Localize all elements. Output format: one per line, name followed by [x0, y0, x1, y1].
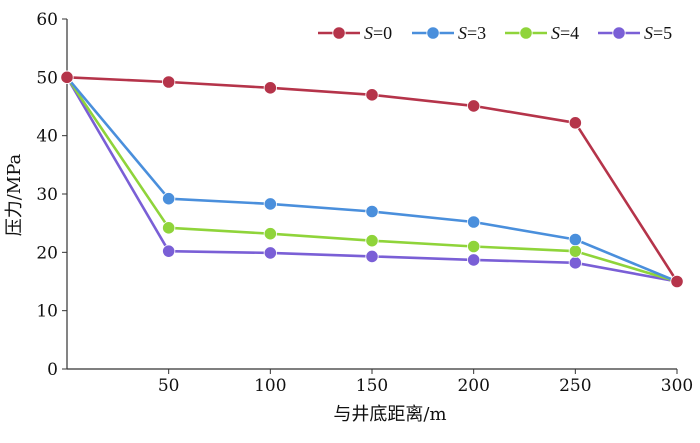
- data-point: [467, 239, 481, 254]
- legend-label: S=4: [551, 23, 579, 43]
- x-tick-label: 50: [158, 376, 180, 396]
- data-point: [568, 256, 582, 270]
- data-point: [60, 70, 74, 84]
- legend-label: S=0: [364, 23, 392, 43]
- data-point: [365, 249, 379, 264]
- x-axis-ticks: 50 100 150 200 250 300: [158, 369, 693, 396]
- data-point: [467, 253, 481, 267]
- x-tick-label: 300: [661, 376, 693, 396]
- legend-marker: [612, 26, 626, 40]
- x-tick-label: 200: [457, 376, 489, 396]
- legend-marker: [519, 26, 533, 40]
- axes: [66, 19, 677, 370]
- y-tick-label: 10: [36, 302, 58, 322]
- data-point: [365, 88, 379, 102]
- data-point: [263, 197, 277, 211]
- data-point: [263, 81, 277, 95]
- data-point: [162, 244, 176, 258]
- data-point: [365, 234, 379, 248]
- data-point: [467, 215, 481, 229]
- data-point: [467, 99, 481, 113]
- data-point: [365, 204, 379, 219]
- legend-item: S=4: [505, 23, 579, 43]
- data-point: [568, 232, 582, 247]
- legend-label: S=5: [644, 23, 672, 43]
- data-point: [162, 192, 176, 206]
- data-point: [263, 227, 277, 241]
- legend-item: S=5: [598, 23, 672, 43]
- y-tick-label: 30: [36, 185, 58, 205]
- legend-item: S=3: [412, 23, 486, 43]
- data-point: [568, 244, 582, 258]
- y-tick-label: 60: [36, 10, 58, 30]
- data-point: [670, 274, 684, 289]
- x-tick-label: 100: [254, 376, 286, 396]
- legend-marker: [426, 26, 440, 40]
- y-tick-label: 0: [47, 360, 58, 380]
- legend-marker: [332, 26, 346, 40]
- x-tick-label: 250: [559, 376, 591, 396]
- x-axis-title: 与井底距离/m: [333, 404, 446, 425]
- data-point: [568, 116, 582, 130]
- y-axis-title: 压力/MPa: [4, 153, 25, 236]
- y-tick-label: 20: [36, 243, 58, 263]
- data-point: [162, 75, 176, 89]
- x-tick-label: 150: [356, 376, 388, 396]
- y-axis-ticks: 0 10 20 30 40 50 60: [36, 10, 67, 380]
- series-s-0: [60, 70, 684, 289]
- y-tick-label: 50: [36, 68, 58, 88]
- data-point: [263, 246, 277, 260]
- legend-item: S=0: [318, 23, 392, 43]
- series-layer: [60, 70, 684, 289]
- data-point: [162, 221, 176, 235]
- legend: S=0 S=3 S=4 S=5: [318, 23, 672, 43]
- y-tick-label: 40: [36, 127, 58, 147]
- legend-label: S=3: [458, 23, 486, 43]
